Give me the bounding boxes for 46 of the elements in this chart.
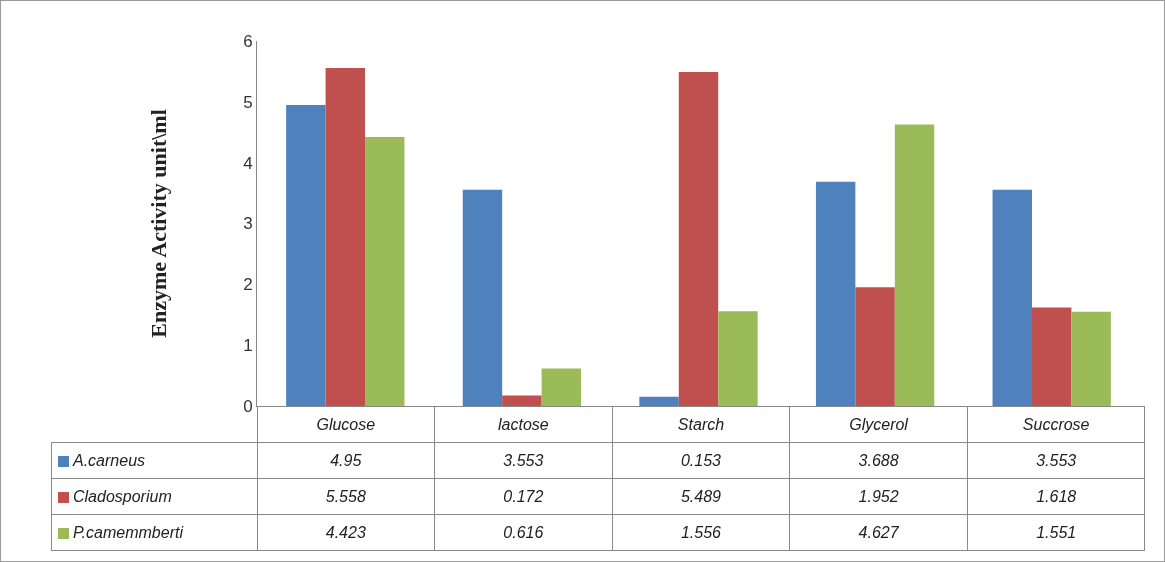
data-label: 1.952 (789, 478, 968, 515)
data-label: 3.553 (967, 442, 1145, 479)
bar (718, 311, 758, 406)
data-label: 4.423 (257, 514, 435, 551)
bar (992, 189, 1032, 406)
legend-label: Cladosporium (51, 478, 257, 515)
bar (325, 67, 366, 406)
bar (1071, 311, 1111, 406)
data-label: 0.616 (434, 514, 613, 551)
y-tick-label: 3 (243, 214, 253, 234)
y-tick-label: 4 (243, 153, 253, 173)
x-tick-label: Glycerol (789, 406, 968, 443)
data-label: 1.551 (967, 514, 1145, 551)
bar (286, 104, 326, 406)
bar (541, 368, 582, 406)
bar (894, 124, 935, 406)
data-label: 5.558 (257, 478, 435, 515)
legend-label: A.carneus (51, 442, 257, 479)
bar (678, 72, 719, 406)
y-tick-label: 6 (243, 31, 253, 51)
data-label: 3.553 (434, 442, 613, 479)
data-label: 3.688 (789, 442, 968, 479)
data-label: 1.556 (612, 514, 790, 551)
bar (1031, 307, 1072, 406)
x-tick-label: Succrose (967, 406, 1145, 443)
data-label: 5.489 (612, 478, 790, 515)
y-axis-title: Enzyme Activity unit\ml (145, 109, 171, 338)
legend-label: P.camemmberti (51, 514, 257, 551)
bar (855, 287, 895, 406)
y-tick-label: 1 (243, 336, 253, 356)
y-tick-label: 0 (243, 396, 253, 416)
bar (639, 396, 679, 406)
bar (502, 395, 542, 406)
data-label: 4.95 (257, 442, 435, 479)
bar (815, 181, 856, 406)
data-label: 0.153 (612, 442, 790, 479)
x-tick-label: lactose (434, 406, 613, 443)
data-label: 4.627 (789, 514, 968, 551)
data-label: 0.172 (434, 478, 613, 515)
bar (365, 136, 405, 406)
y-tick-label: 5 (243, 92, 253, 112)
x-tick-label: Glucose (257, 406, 435, 443)
bar (462, 189, 503, 406)
data-label: 1.618 (967, 478, 1145, 515)
x-tick-label: Starch (612, 406, 790, 443)
y-tick-label: 2 (243, 275, 253, 295)
